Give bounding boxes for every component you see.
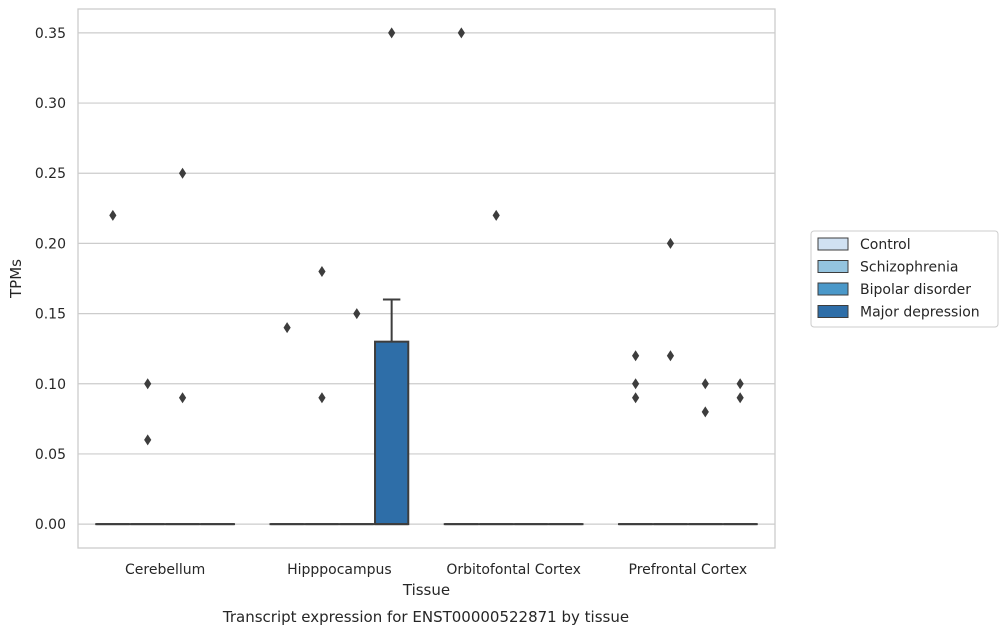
legend-swatch: [817, 305, 849, 318]
outlier-point: [457, 27, 465, 39]
outlier-point: [144, 378, 152, 390]
x-tick-label: Cerebellum: [125, 562, 205, 578]
y-tick-label: 0.10: [35, 377, 66, 393]
chart-caption: Transcript expression for ENST0000052287…: [222, 608, 629, 626]
outlier-point: [632, 350, 640, 362]
legend-frame: [810, 230, 999, 328]
outlier-point: [666, 237, 675, 249]
y-tick-labels: 0.00 0.05 0.10 0.15 0.20 0.25 0.30 0.35: [35, 26, 66, 533]
outlier-point: [632, 392, 640, 404]
box: [374, 340, 410, 526]
legend-swatch: [817, 282, 849, 296]
outlier-point: [388, 27, 396, 39]
outlier-point: [318, 265, 326, 277]
legend-label: Schizophrenia: [860, 260, 958, 276]
outlier-point: [353, 308, 361, 320]
outlier-point: [318, 392, 326, 404]
y-tick-label: 0.15: [35, 307, 66, 323]
outlier-point: [736, 378, 744, 390]
outlier-point: [701, 378, 709, 390]
outlier-point: [701, 406, 709, 418]
legend-label: Bipolar disorder: [860, 282, 971, 298]
y-tick-label: 0.00: [35, 517, 66, 533]
boxes: [95, 298, 758, 526]
outlier-point: [144, 434, 152, 446]
x-axis-label: Tissue: [402, 581, 450, 599]
outlier-point: [178, 392, 187, 404]
legend-label: Major depression: [860, 305, 980, 321]
y-axis-label: TPMs: [7, 259, 25, 299]
outlier-point: [492, 209, 500, 221]
outlier-point: [178, 167, 187, 179]
legend: Control Schizophrenia Bipolar disorder Majo…: [810, 230, 999, 328]
plot-frame: [77, 8, 776, 549]
y-tick-label: 0.25: [35, 166, 66, 182]
grid-lines: [78, 32, 775, 525]
outlier-point: [109, 209, 117, 221]
x-tick-labels: Cerebellum Hipppocampus Orbitofontal Corte…: [125, 562, 747, 578]
x-tick-label: Prefrontal Cortex: [629, 562, 748, 578]
y-tick-label: 0.05: [35, 447, 66, 463]
legend-swatch: [817, 260, 849, 273]
y-tick-label: 0.35: [35, 26, 66, 42]
outlier-point: [632, 378, 640, 390]
y-tick-label: 0.30: [35, 96, 66, 112]
outlier-points: [109, 27, 744, 446]
x-tick-label: Hipppocampus: [287, 562, 392, 578]
outlier-point: [666, 350, 675, 362]
outlier-point: [283, 322, 291, 334]
legend-label: Control: [860, 237, 911, 253]
outlier-point: [736, 392, 744, 404]
legend-swatch: [817, 237, 849, 251]
x-tick-label: Orbitofontal Cortex: [446, 562, 581, 578]
y-tick-label: 0.20: [35, 236, 66, 252]
box-major-depression: [374, 298, 410, 526]
